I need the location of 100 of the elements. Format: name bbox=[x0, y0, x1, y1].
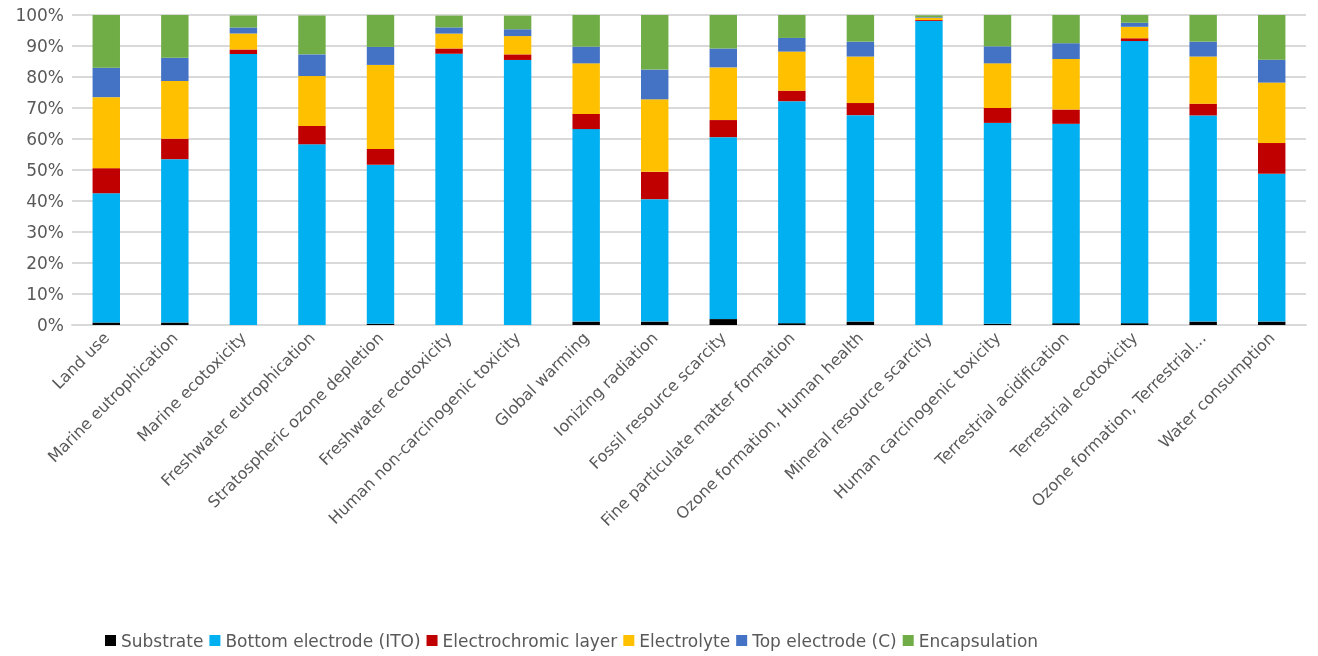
bar bbox=[641, 99, 669, 172]
bar bbox=[1120, 26, 1149, 39]
bar bbox=[92, 15, 120, 68]
bar bbox=[641, 199, 669, 322]
bar bbox=[161, 81, 189, 139]
bar bbox=[1120, 15, 1149, 23]
bar bbox=[983, 15, 1012, 47]
bar bbox=[778, 101, 806, 324]
legend-label: Electrolyte bbox=[639, 630, 731, 651]
bar bbox=[846, 56, 875, 104]
bar bbox=[229, 49, 258, 55]
bar bbox=[709, 67, 737, 121]
bar bbox=[1189, 115, 1217, 322]
bar bbox=[503, 15, 532, 30]
bar bbox=[298, 144, 326, 325]
bar bbox=[435, 48, 463, 54]
bar bbox=[161, 15, 189, 58]
legend-label: Top electrode (C) bbox=[751, 630, 897, 651]
y-tick-label: 20% bbox=[26, 253, 64, 273]
y-tick-label: 90% bbox=[26, 36, 64, 56]
bar bbox=[983, 46, 1012, 64]
legend-label: Bottom electrode (ITO) bbox=[225, 630, 421, 651]
bar bbox=[298, 15, 326, 55]
legend-label: Electrochromic layer bbox=[442, 630, 618, 651]
bar bbox=[229, 27, 258, 34]
bar bbox=[366, 164, 395, 324]
bar bbox=[709, 48, 737, 68]
y-tick-label: 40% bbox=[26, 191, 64, 211]
y-tick-label: 10% bbox=[26, 284, 64, 304]
y-tick-label: 100% bbox=[15, 5, 64, 25]
y-tick-label: 70% bbox=[26, 98, 64, 118]
bar bbox=[366, 15, 395, 47]
bar bbox=[92, 168, 120, 194]
bar bbox=[1120, 41, 1149, 324]
bar bbox=[1189, 15, 1217, 42]
bar bbox=[1120, 22, 1149, 27]
bar bbox=[435, 15, 463, 28]
bar bbox=[572, 113, 600, 130]
bar bbox=[503, 54, 532, 60]
bar bbox=[161, 57, 189, 82]
bar bbox=[778, 15, 806, 38]
y-tick-label: 30% bbox=[26, 222, 64, 242]
bar bbox=[915, 20, 943, 325]
bar bbox=[366, 148, 395, 165]
bar bbox=[1189, 56, 1217, 104]
bar bbox=[1258, 143, 1286, 174]
bar bbox=[778, 51, 806, 91]
bar bbox=[1052, 15, 1080, 44]
bar bbox=[435, 27, 463, 34]
bar bbox=[641, 69, 669, 100]
bar bbox=[641, 15, 669, 70]
bar bbox=[92, 193, 120, 323]
bar bbox=[1258, 59, 1286, 83]
bar bbox=[229, 33, 258, 50]
bar bbox=[435, 33, 463, 49]
bar bbox=[778, 37, 806, 52]
bar bbox=[229, 15, 258, 28]
bar bbox=[983, 108, 1012, 123]
bar bbox=[503, 36, 532, 55]
bar bbox=[846, 103, 875, 116]
bar bbox=[1258, 15, 1286, 60]
bar bbox=[572, 63, 600, 114]
bar bbox=[572, 15, 600, 47]
bar bbox=[846, 41, 875, 57]
bar bbox=[572, 46, 600, 64]
bar bbox=[641, 171, 669, 200]
bar bbox=[709, 120, 737, 138]
bar bbox=[1189, 41, 1217, 57]
bar bbox=[503, 59, 532, 325]
bar bbox=[1052, 43, 1080, 60]
bar bbox=[709, 137, 737, 320]
legend-label: Substrate bbox=[121, 630, 204, 651]
bar bbox=[161, 138, 189, 160]
bar bbox=[778, 90, 806, 102]
bar bbox=[983, 63, 1012, 108]
bar bbox=[161, 159, 189, 323]
bar bbox=[1258, 82, 1286, 144]
bar bbox=[298, 76, 326, 126]
bar bbox=[1189, 103, 1217, 116]
bar bbox=[846, 115, 875, 322]
y-tick-label: 80% bbox=[26, 67, 64, 87]
bar bbox=[229, 54, 258, 325]
y-tick-label: 60% bbox=[26, 129, 64, 149]
bar bbox=[572, 129, 600, 322]
bar bbox=[366, 46, 395, 65]
bar bbox=[503, 29, 532, 37]
bar bbox=[298, 125, 326, 145]
y-tick-label: 50% bbox=[26, 160, 64, 180]
legend-label: Encapsulation bbox=[918, 630, 1039, 651]
bar bbox=[298, 54, 326, 77]
bar bbox=[709, 319, 737, 325]
bar bbox=[1258, 173, 1286, 322]
bar bbox=[1052, 123, 1080, 324]
bar bbox=[1052, 109, 1080, 124]
bar bbox=[709, 15, 737, 49]
bar bbox=[846, 15, 875, 42]
bar bbox=[92, 97, 120, 169]
bar bbox=[983, 122, 1012, 324]
bar bbox=[435, 53, 463, 325]
y-tick-label: 0% bbox=[37, 315, 64, 335]
